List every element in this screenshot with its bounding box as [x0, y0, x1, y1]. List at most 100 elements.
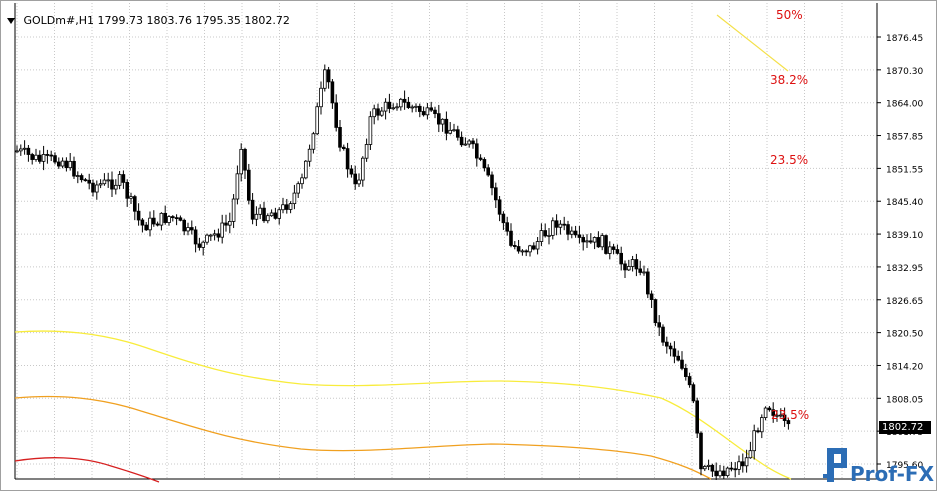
candle-body	[756, 430, 760, 433]
candle-body	[201, 241, 206, 248]
candle-body	[258, 207, 262, 215]
price-axis-label: 1851.55	[886, 165, 923, 175]
candle-body	[429, 107, 433, 111]
candle-body	[322, 69, 327, 89]
candle-body	[144, 224, 149, 231]
fib-fan-line	[716, 14, 789, 72]
candle-body	[98, 183, 103, 186]
candle-body	[646, 271, 650, 295]
candle-body	[589, 240, 593, 243]
ma-line-orange	[14, 395, 712, 480]
candle-body	[775, 414, 779, 417]
candle-body	[239, 148, 244, 175]
candle-body	[703, 466, 707, 470]
candle-body	[227, 221, 232, 226]
candle-body	[53, 155, 57, 163]
candle-body	[455, 129, 460, 138]
candle-body	[497, 199, 502, 215]
candle-body	[733, 468, 737, 471]
candle-body	[330, 81, 335, 104]
fib-level-label: 23.5%	[771, 408, 809, 422]
candle-body	[273, 212, 278, 219]
candle-body	[132, 196, 137, 212]
price-axis-label: 1826.65	[886, 297, 923, 307]
candle-body	[619, 252, 623, 265]
candle-body	[410, 106, 414, 109]
candle-body	[482, 159, 487, 169]
candle-body	[695, 400, 699, 434]
candle-body	[547, 234, 551, 237]
candle-body	[467, 140, 471, 145]
candle-body	[357, 179, 361, 185]
candle-body	[596, 237, 601, 248]
candle-body	[414, 105, 418, 108]
candle-body	[364, 144, 369, 159]
candle-body	[684, 367, 688, 377]
moving-averages	[14, 330, 792, 483]
fibonacci-levels: 50% 38.2% 23.5% 23.5%	[770, 8, 809, 422]
candle-body	[102, 179, 107, 185]
candle-body	[406, 101, 411, 108]
candle-body	[243, 148, 247, 171]
price-axis-label: 1857.85	[886, 133, 923, 143]
candle-body	[573, 230, 578, 236]
candle-body	[189, 227, 194, 231]
candle-body	[706, 464, 711, 467]
candle-body	[193, 229, 198, 245]
candle-body	[45, 154, 50, 156]
candle-body	[638, 268, 642, 273]
candle-body	[106, 179, 111, 182]
price-axis-label: 1808.05	[886, 395, 923, 405]
candle-body	[680, 359, 684, 369]
candle-body	[513, 245, 517, 247]
candle-body	[585, 240, 589, 243]
candle-body	[421, 111, 426, 116]
price-axis-label: 1870.30	[886, 67, 923, 77]
candle-body	[634, 259, 639, 270]
candle-body	[543, 230, 547, 237]
price-axis-label: 1832.95	[886, 264, 923, 274]
candle-body	[676, 355, 680, 361]
candle-body	[262, 207, 266, 222]
candle-body	[250, 199, 255, 220]
candle-body	[501, 213, 506, 224]
candle-body	[402, 98, 407, 103]
candle-body	[38, 154, 42, 162]
candle-body	[326, 69, 331, 83]
candle-body	[725, 467, 730, 477]
candle-body	[672, 348, 677, 357]
candle-body	[68, 160, 73, 169]
candle-body	[448, 129, 452, 134]
candle-body	[208, 234, 213, 237]
candle-body	[452, 129, 456, 132]
candle-body	[91, 182, 95, 193]
candle-body	[341, 146, 346, 150]
candle-body	[349, 168, 354, 175]
candle-body	[372, 108, 376, 118]
candle-body	[729, 467, 734, 470]
candle-body	[623, 263, 627, 271]
candle-body	[182, 219, 187, 232]
price-axis-label: 1876.45	[886, 34, 923, 44]
collapse-arrow-icon[interactable]	[7, 18, 15, 24]
candle-body	[600, 235, 604, 248]
price-axis-label: 1839.10	[886, 231, 923, 241]
candle-body	[668, 345, 673, 350]
candle-body	[661, 326, 665, 343]
ma-line-yellow	[14, 330, 792, 480]
candle-body	[277, 209, 281, 219]
candle-body	[436, 113, 441, 125]
candle-body	[148, 217, 152, 231]
candle-body	[224, 222, 228, 226]
candle-body	[699, 432, 703, 470]
candle-body	[383, 101, 388, 112]
candle-body	[140, 219, 145, 226]
current-price-tag: 1802.72	[879, 421, 931, 434]
candle-body	[744, 457, 749, 467]
candle-body	[281, 204, 285, 211]
candle-body	[170, 216, 175, 219]
candle-body	[41, 154, 46, 162]
candle-body	[76, 175, 80, 177]
